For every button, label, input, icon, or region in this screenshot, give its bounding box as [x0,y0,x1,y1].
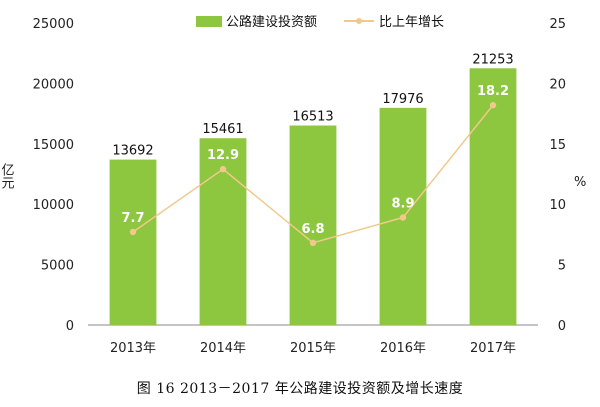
growth-marker [489,101,497,109]
y-tick-label-left: 15000 [33,138,74,153]
y-tick-label-left: 25000 [33,17,74,32]
y-tick-label-right: 15 [549,138,566,153]
bar [109,159,157,325]
figure-caption: 图 16 2013－2017 年公路建设投资额及增长速度 [136,381,464,397]
y-tick-label-right: 25 [549,17,566,32]
x-tick-label: 2015年 [290,341,336,356]
x-tick-label: 2014年 [200,341,246,356]
legend-label-bar: 公路建设投资额 [226,14,317,30]
y-tick-label-left: 0 [66,319,74,334]
growth-marker [309,239,317,247]
bar-value-label: 16513 [292,110,333,125]
y-tick-label-right: 0 [558,319,566,334]
growth-value-label: 12.9 [207,148,239,163]
x-tick-label: 2016年 [380,341,426,356]
y-tick-label-left: 5000 [41,259,74,274]
y-tick-label-left: 20000 [33,77,74,92]
bar-value-label: 13692 [112,144,153,159]
growth-marker [219,165,227,173]
growth-marker [129,228,137,236]
legend-swatch-marker [356,18,362,24]
growth-value-label: 7.7 [121,211,144,226]
y-tick-label-right: 20 [549,77,566,92]
growth-value-label: 18.2 [477,84,509,99]
y-axis-label-right: % [574,175,586,190]
x-tick-label: 2013年 [110,341,156,356]
y-tick-label-left: 10000 [33,198,74,213]
bar-value-label: 21253 [472,52,513,67]
combo-chart: 公路建设投资额 比上年增长 亿元 % 0 5000 10000 15000 20000 2… [0,14,586,356]
legend-label-line: 比上年增长 [379,15,444,30]
bar [289,125,337,326]
legend-swatch-bar [196,16,222,27]
bar-value-label: 15461 [202,122,243,137]
y-tick-label-right: 10 [549,198,566,213]
legend: 公路建设投资额 比上年增长 [196,14,444,30]
y-tick-label-right: 5 [558,259,566,274]
bar-value-label: 17976 [382,92,423,107]
y-axis-label-left: 亿元 [0,163,14,190]
bar [469,68,517,325]
growth-value-label: 8.9 [391,196,414,211]
growth-marker [399,214,407,221]
x-tick-label: 2017年 [470,341,516,356]
growth-value-label: 6.8 [301,222,324,237]
